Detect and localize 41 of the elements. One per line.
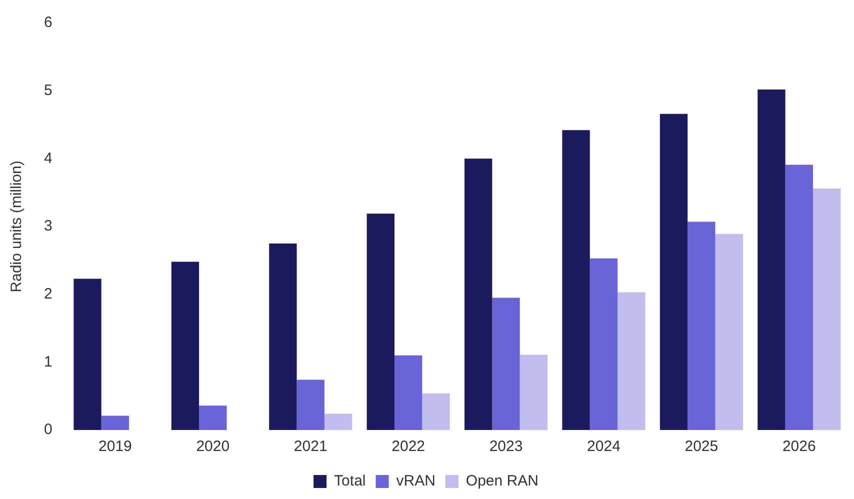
y-tick-label: 1	[44, 353, 52, 370]
y-tick-label: 5	[44, 82, 52, 99]
bar	[758, 89, 786, 430]
x-tick-label: 2026	[782, 438, 816, 456]
bar	[171, 262, 200, 430]
bar	[394, 355, 422, 430]
bar	[101, 416, 130, 430]
bar	[324, 414, 352, 430]
x-tick-label: 2020	[196, 438, 230, 456]
bar	[269, 243, 297, 430]
x-tick-label: 2025	[684, 438, 718, 456]
x-tick-label: 2023	[489, 438, 523, 456]
bar	[464, 158, 492, 430]
bar	[199, 406, 227, 430]
bar	[618, 292, 646, 430]
bar	[688, 222, 716, 430]
bar	[422, 393, 450, 430]
legend-label: vRAN	[396, 472, 436, 490]
bar	[785, 164, 813, 430]
y-tick-label: 2	[44, 285, 52, 302]
bar	[366, 214, 394, 430]
x-tick-label: 2019	[98, 438, 132, 456]
bar	[562, 130, 590, 430]
bar	[296, 380, 324, 430]
bar	[590, 258, 618, 430]
legend-label: Total	[334, 472, 366, 490]
bar	[715, 234, 743, 430]
y-tick-label: 0	[44, 421, 52, 438]
y-tick-label: 4	[44, 150, 52, 167]
bar	[74, 278, 102, 430]
x-tick-label: 2022	[392, 438, 426, 456]
bar	[812, 188, 841, 430]
bar	[520, 354, 548, 430]
y-tick-label: 3	[44, 218, 52, 235]
x-tick-label: 2024	[587, 438, 620, 456]
x-tick-label: 2021	[294, 438, 328, 456]
legend-label: Open RAN	[466, 472, 538, 490]
bar	[492, 298, 520, 430]
bar	[660, 114, 688, 430]
y-tick-label: 6	[44, 14, 52, 32]
y-axis-title: Radio units (million)	[8, 160, 26, 292]
